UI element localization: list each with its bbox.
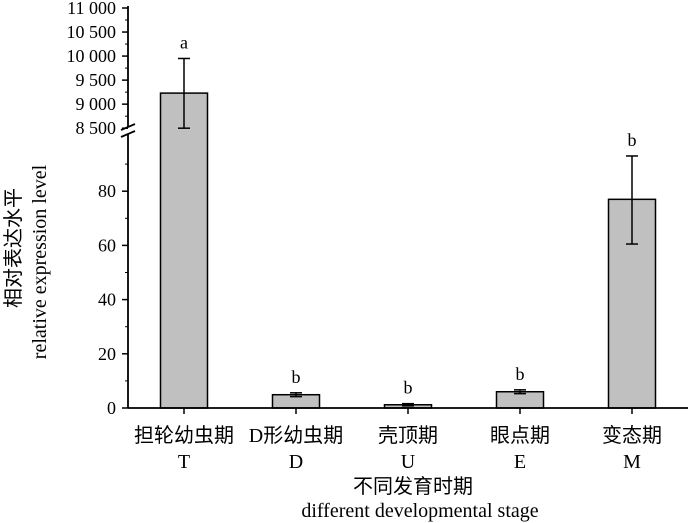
x-axis-label-en: different developmental stage <box>301 500 538 522</box>
x-tick-code: T <box>178 451 190 473</box>
significance-label: a <box>180 32 188 52</box>
y-tick-label: 0 <box>107 398 116 418</box>
significance-label: b <box>292 367 301 387</box>
x-tick-label: 变态期 <box>602 424 662 447</box>
y-tick-label: 60 <box>98 235 116 255</box>
x-tick-code: E <box>514 451 526 473</box>
y-tick-label: 10 500 <box>67 22 117 42</box>
axes-layer <box>120 6 688 409</box>
y-tick-label: 11 000 <box>67 0 116 18</box>
x-tick-label: 担轮幼虫期 <box>134 424 234 447</box>
significance-layer: a b b b b <box>180 32 637 397</box>
x-tick-label: 眼点期 <box>490 424 550 447</box>
axis-break-mark <box>120 130 136 138</box>
significance-label: b <box>404 378 413 398</box>
x-categories-layer: 担轮幼虫期 T D形幼虫期 D 壳顶期 U 眼点期 E 变态期 M <box>134 408 662 473</box>
y-tick-label: 9 500 <box>76 70 117 90</box>
x-tick-code: M <box>623 451 641 473</box>
y-tick-label: 40 <box>98 290 116 310</box>
error-bars-layer <box>178 57 638 407</box>
significance-label: b <box>628 130 637 150</box>
y-axis-label-zh: 相对表达水平 <box>2 188 25 308</box>
y-tick-label: 10 000 <box>67 46 117 66</box>
y-tick-label: 9 000 <box>76 94 117 114</box>
significance-label: b <box>516 364 525 384</box>
y-axis-label-en: relative expression level <box>29 164 51 359</box>
y-tick-label: 80 <box>98 181 116 201</box>
y-tick-label: 8 500 <box>76 118 117 138</box>
x-tick-label: D形幼虫期 <box>249 424 343 447</box>
bars-layer <box>159 92 657 409</box>
x-tick-label: 壳顶期 <box>378 424 438 447</box>
y-tick-label: 20 <box>98 344 116 364</box>
bar-T <box>159 92 209 409</box>
x-axis-label-zh: 不同发育时期 <box>353 475 473 498</box>
axis-break-mark <box>120 123 136 131</box>
x-tick-code: U <box>401 451 416 473</box>
y-ticks-upper: 8 500 9 000 9 500 10 000 10 500 11 000 <box>67 0 128 138</box>
y-ticks-lower: 0 20 40 60 80 <box>98 163 128 418</box>
x-tick-code: D <box>289 451 303 473</box>
